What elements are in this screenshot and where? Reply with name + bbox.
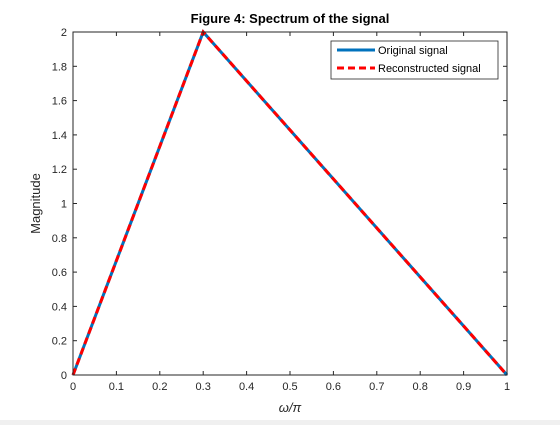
y-tick-label: 1.4 [52, 130, 67, 142]
plot-area [73, 32, 507, 375]
x-tick-label: 0.4 [239, 381, 254, 393]
legend-box [330, 40, 499, 80]
x-tick-label: 0.3 [196, 381, 211, 393]
x-axis-label: ω/π [279, 400, 302, 415]
y-tick-label: 0 [61, 370, 67, 382]
legend-label-original: Original signal [378, 45, 448, 57]
legend-label-reconstructed: Reconstructed signal [378, 63, 481, 75]
y-tick-label: 1.6 [52, 96, 67, 108]
x-tick-label: 0.2 [152, 381, 167, 393]
y-axis-label: Magnitude [28, 173, 43, 234]
x-tick-label: 0.8 [413, 381, 428, 393]
x-tick-label: 0.5 [282, 381, 297, 393]
y-tick-label: 1 [61, 199, 67, 211]
y-tick-label: 2 [61, 27, 67, 39]
x-tick-label: 0.9 [456, 381, 471, 393]
y-tick-label: 1.8 [52, 61, 67, 73]
y-tick-label: 0.2 [52, 336, 67, 348]
x-tick-label: 0 [70, 381, 76, 393]
y-tick-label: 0.8 [52, 233, 67, 245]
legend[interactable]: Original signal Reconstructed signal [330, 40, 499, 80]
x-tick-label: 0.6 [326, 381, 341, 393]
y-tick-label: 0.6 [52, 267, 67, 279]
y-tick-label: 1.2 [52, 164, 67, 176]
tick-layer: 0 0.1 0.2 0.3 0.4 0.5 0.6 0.7 0.8 0.9 1 0 0.2 0.4 0.6 0… [52, 27, 510, 393]
chart-title: Figure 4: Spectrum of the signal [191, 11, 390, 26]
x-tick-label: 0.1 [109, 381, 124, 393]
x-tick-label: 0.7 [369, 381, 384, 393]
y-tick-label: 0.4 [52, 301, 67, 313]
x-tick-label: 1 [504, 381, 510, 393]
